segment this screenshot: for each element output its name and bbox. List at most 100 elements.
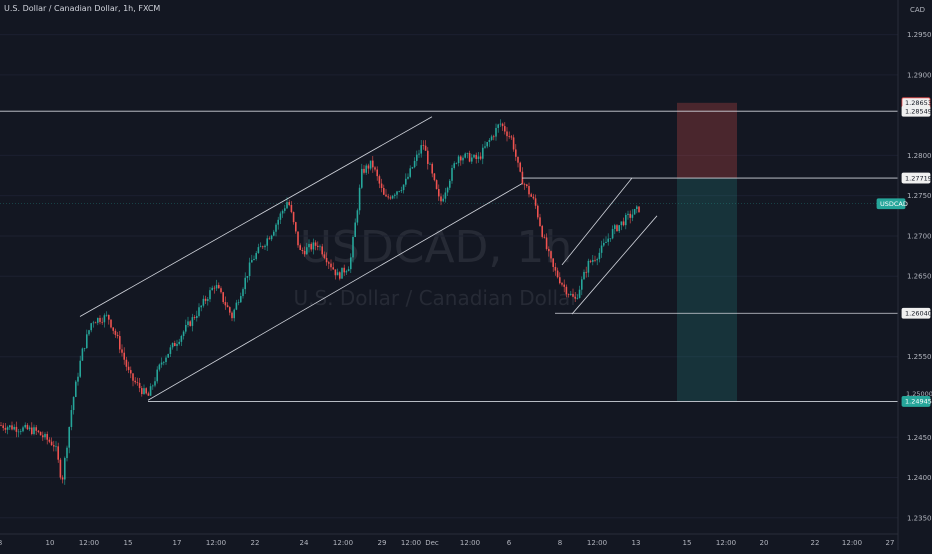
candle-body	[246, 276, 249, 278]
candle-body	[526, 184, 528, 187]
candle-body	[631, 214, 634, 218]
candle-body	[622, 221, 625, 226]
candle-body	[552, 258, 554, 267]
candle-body	[499, 123, 502, 125]
candle-body	[319, 246, 321, 248]
candle-body	[578, 289, 581, 298]
watermark: USDCAD, 1h U.S. Dollar / Canadian Dollar	[293, 222, 579, 310]
drawings[interactable]	[0, 110, 898, 402]
candle-body	[400, 190, 403, 192]
candle-body	[81, 348, 84, 361]
candle-body	[488, 139, 491, 143]
candle-body	[468, 153, 471, 162]
candle-body	[565, 286, 568, 295]
candle-body	[55, 446, 57, 448]
price-tag-box	[901, 172, 931, 184]
price-tag-label: USDCAD	[880, 200, 908, 208]
candle-body	[268, 238, 271, 240]
candle-body	[53, 445, 55, 447]
candle-body	[167, 353, 169, 358]
time-axis[interactable]: 8 10 12:00 15 17 12:00 22 24 12:00 29 12:00 Dec 12:0…	[0, 539, 894, 547]
candle-body	[97, 317, 99, 323]
candle-body	[510, 136, 513, 138]
candle-body	[255, 253, 257, 259]
candle-body	[229, 307, 231, 313]
candle-body	[548, 249, 550, 252]
price-tick-label: 1.27500	[907, 192, 932, 200]
candle-body	[4, 427, 7, 430]
candle-body	[286, 202, 288, 209]
candle-body	[136, 382, 139, 383]
candle-body	[372, 160, 374, 168]
candle-body	[224, 302, 227, 306]
candle-body	[523, 184, 526, 186]
time-tick-label: Dec	[425, 539, 439, 547]
price-tick-label: 1.24500	[907, 434, 932, 442]
candle-body	[497, 124, 499, 128]
price-tag-box	[901, 396, 931, 407]
candle-body	[550, 251, 552, 259]
candle-body	[182, 331, 185, 337]
candle-body	[262, 246, 264, 248]
candle-body	[163, 362, 165, 363]
position-tool[interactable]	[677, 102, 737, 402]
price-tick-label: 1.26500	[907, 273, 932, 281]
candle-body	[620, 221, 623, 226]
time-tick-label: 12:00	[716, 539, 736, 547]
time-tick-label: 8	[558, 539, 562, 547]
candle-body	[508, 136, 510, 137]
candle-body	[231, 312, 233, 319]
candle-body	[75, 381, 77, 397]
candle-body	[213, 287, 216, 289]
candle-body	[365, 165, 367, 173]
candle-body	[596, 259, 598, 261]
candle-body	[347, 269, 350, 272]
candle-body	[303, 251, 306, 255]
candle-body	[567, 294, 570, 296]
channel-line-upper	[79, 116, 433, 317]
time-tick-label: 15	[124, 539, 133, 547]
candle-body	[374, 167, 376, 170]
candle-body	[506, 131, 508, 137]
candle-body	[101, 321, 103, 323]
candle-body	[325, 257, 328, 263]
candle-body	[363, 168, 365, 173]
candle-body	[31, 427, 33, 435]
candle-body	[398, 191, 400, 192]
candle-body	[39, 431, 42, 436]
candle-body	[625, 214, 627, 226]
price-tick-label: 1.29500	[907, 31, 932, 39]
candle-body	[222, 292, 224, 303]
candle-body	[589, 260, 592, 262]
candle-body	[609, 238, 612, 240]
candle-body	[391, 195, 394, 199]
candle-body	[618, 225, 620, 232]
price-tag-box	[901, 105, 931, 117]
candle-body	[534, 198, 537, 206]
candle-body	[46, 434, 48, 440]
candle-body	[251, 260, 253, 263]
candle-body	[22, 427, 24, 432]
candle-body	[37, 430, 40, 432]
candle-body	[57, 446, 59, 460]
price-tick-label: 1.23500	[907, 514, 932, 522]
candle-body	[281, 210, 284, 214]
candle-body	[495, 127, 497, 137]
price-tag-box	[901, 307, 931, 319]
candle-body	[290, 204, 293, 213]
price-tick-label: 1.25500	[907, 353, 932, 361]
candle-body	[26, 424, 29, 430]
candle-body	[554, 266, 557, 271]
candle-body	[301, 249, 304, 252]
candle-body	[11, 425, 13, 430]
candle-body	[424, 145, 427, 151]
time-tick-label: 12:00	[401, 539, 421, 547]
candle-body	[48, 439, 51, 442]
candle-body	[61, 477, 64, 480]
candle-body	[512, 137, 515, 150]
candle-body	[88, 330, 90, 335]
time-tick-label: 12:00	[79, 539, 99, 547]
